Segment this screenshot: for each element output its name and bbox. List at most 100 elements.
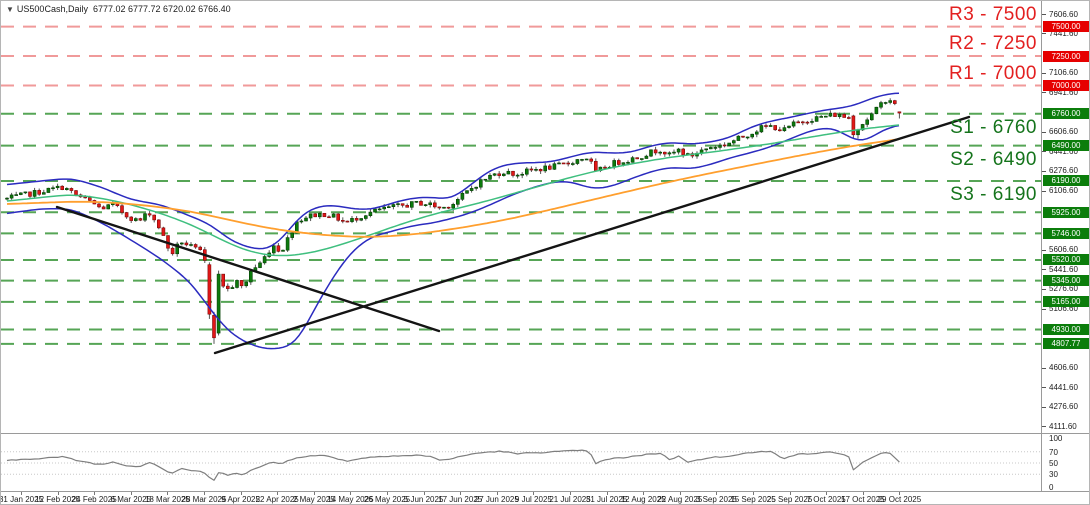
rsi-scale-label: 30 (1049, 470, 1058, 480)
price-scale-label: 6606.60 (1049, 127, 1078, 137)
date-label: 6 Mar 2025 (110, 495, 152, 504)
level-price-badge: 6760.00 (1043, 108, 1089, 120)
price-tick (1042, 367, 1046, 369)
date-label: 28 Mar 2025 (181, 495, 227, 504)
time-tick (204, 492, 205, 495)
price-scale-label: 6106.60 (1049, 186, 1078, 196)
trendline-descending (55, 205, 441, 333)
time-tick (57, 492, 59, 495)
sr-label-s1[interactable]: S1 - 6760 (950, 116, 1037, 138)
price-axis-border (1041, 1, 1042, 491)
price-tick (1042, 151, 1046, 153)
chart-title: ▼ US500Cash,Daily 6777.02 6777.72 6720.02… (6, 4, 231, 14)
trendline-ascending (213, 115, 971, 355)
date-label: 18 Mar 2025 (144, 495, 190, 504)
date-label: 14 May 2025 (327, 495, 374, 504)
level-price-badge: 4807.77 (1043, 338, 1089, 350)
date-label: 15 Sep 2025 (730, 495, 776, 504)
price-scale-label: 4441.60 (1049, 382, 1078, 392)
price-tick (1042, 308, 1046, 310)
time-tick (753, 492, 754, 495)
price-tick (1042, 406, 1046, 408)
level-price-badge: 5925.00 (1043, 206, 1089, 218)
rsi-scale-label: 70 (1049, 447, 1058, 457)
price-tick (1042, 190, 1046, 192)
date-label: 3 Sep 2025 (695, 495, 737, 504)
rsi-scale-label: 50 (1049, 459, 1058, 468)
sr-label-r1[interactable]: R1 - 7000 (949, 62, 1037, 84)
price-scale-label: 4606.60 (1049, 363, 1078, 373)
time-tick (21, 492, 22, 495)
time-tick (606, 492, 608, 495)
date-label: 24 Feb 2025 (71, 495, 117, 504)
price-scale-label: 5276.60 (1049, 284, 1078, 294)
time-tick (643, 492, 645, 495)
price-scale-label: 6276.60 (1049, 166, 1078, 176)
date-label: 9 Apr 2025 (221, 495, 260, 504)
price-scale-label: 7106.60 (1049, 68, 1078, 78)
date-label: 27 Jun 2025 (474, 495, 519, 504)
price-tick (1042, 14, 1046, 15)
sr-label-r3[interactable]: R3 - 7500 (949, 3, 1037, 25)
sr-label-r2[interactable]: R2 - 7250 (949, 33, 1037, 55)
date-label: 22 Aug 2025 (657, 495, 703, 504)
date-label: 17 Jun 2025 (438, 495, 483, 504)
date-label: 25 Sep 2025 (766, 495, 813, 504)
date-label: 22 Apr 2025 (255, 495, 299, 504)
time-tick (899, 492, 901, 495)
sr-label-s2[interactable]: S2 - 6490 (950, 148, 1037, 170)
level-price-badge: 5165.00 (1043, 296, 1089, 308)
time-tick (313, 492, 315, 495)
time-axis-border (1, 491, 1089, 492)
rsi-scale-label: 0 (1049, 483, 1054, 492)
level-price-badge: 4930.00 (1043, 324, 1089, 336)
time-tick (496, 492, 498, 495)
price-tick (1042, 269, 1046, 271)
ohlc-values: 6777.02 6777.72 6720.02 6766.40 (92, 4, 231, 14)
price-scale-label: 4276.60 (1049, 402, 1078, 412)
date-label: 5 Jun 2025 (403, 495, 444, 504)
rsi-indicator-canvas[interactable] (1, 434, 1041, 492)
time-tick (130, 492, 132, 495)
price-scale-label: 6441.60 (1049, 146, 1078, 156)
rsi-scale-label: 100 (1049, 434, 1063, 443)
price-scale-label: 7606.60 (1049, 9, 1078, 19)
price-tick (1042, 288, 1046, 290)
rsi-axis[interactable]: 100 70 50 30 0 (1042, 434, 1089, 494)
level-price-badge: 7250.00 (1043, 50, 1089, 62)
price-scale-label: 5606.60 (1049, 245, 1078, 255)
price-tick (1042, 170, 1046, 172)
time-axis[interactable]: 31 Jan 2025 12 Feb 2025 24 Feb 2025 6 Mar 2… (1, 492, 1041, 504)
time-tick (679, 492, 681, 495)
level-price-badge: 7000.00 (1043, 80, 1089, 91)
time-tick (350, 492, 352, 495)
price-axis[interactable]: 7606.60 7441.60 7106.60 6941.60 6606.60 6441.… (1042, 1, 1089, 433)
time-tick (167, 492, 169, 495)
time-tick (716, 492, 718, 495)
price-tick (1042, 426, 1046, 427)
symbol-dropdown-arrow-icon[interactable]: ▼ (6, 5, 14, 14)
time-tick (862, 492, 864, 495)
date-label: 31 Jul 2025 (585, 495, 628, 504)
sr-label-s3[interactable]: S3 - 6190 (950, 183, 1037, 205)
date-label: 17 Oct 2025 (841, 495, 885, 504)
time-tick (94, 492, 96, 495)
date-label: 7 Oct 2025 (806, 495, 846, 504)
price-chart-canvas[interactable] (1, 1, 1041, 433)
indicator-pane-separator[interactable] (1, 433, 1089, 434)
level-price-badge: 5345.00 (1043, 275, 1089, 287)
price-tick (1042, 249, 1046, 251)
time-tick (387, 492, 388, 495)
price-scale-label: 4111.60 (1049, 421, 1077, 431)
price-tick (1042, 131, 1046, 133)
price-tick (1042, 33, 1046, 35)
date-label: 9 Jul 2025 (514, 495, 552, 504)
time-tick (460, 492, 462, 495)
date-label: 12 Aug 2025 (620, 495, 666, 504)
level-price-badge: 5746.00 (1043, 227, 1089, 239)
price-tick (1042, 92, 1046, 94)
level-price-badge: 6190.00 (1043, 175, 1089, 187)
price-scale-label: 7441.60 (1049, 28, 1078, 38)
price-scale-label: 5441.60 (1049, 264, 1078, 274)
